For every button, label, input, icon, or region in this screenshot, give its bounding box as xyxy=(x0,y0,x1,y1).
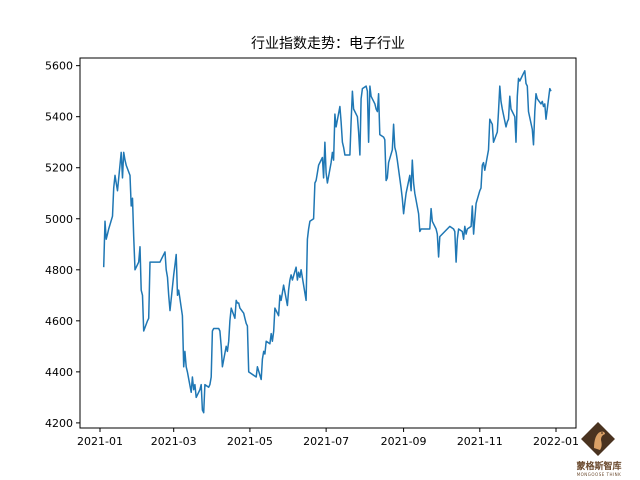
data-line-electronics-index xyxy=(102,70,552,414)
watermark-name-cn: 蒙格斯智库 xyxy=(576,460,621,472)
plot-area xyxy=(79,57,577,429)
x-tick-label: 2022-01 xyxy=(533,435,579,448)
y-tick-label: 4800 xyxy=(45,264,73,277)
y-tick-label: 4200 xyxy=(45,417,73,430)
watermark-logo: 蒙格斯智库 MONGOOSE THINK xyxy=(576,422,622,477)
x-tick-label: 2021-01 xyxy=(77,435,123,448)
y-tick-label: 4400 xyxy=(45,366,73,379)
x-tick-label: 2021-03 xyxy=(151,435,197,448)
x-tick-label: 2021-05 xyxy=(227,435,273,448)
y-tick-label: 5400 xyxy=(45,111,73,124)
y-tick-label: 4600 xyxy=(45,315,73,328)
mongoose-diamond-logo-icon xyxy=(581,422,615,456)
y-tick-label: 5200 xyxy=(45,162,73,175)
y-tick-label: 5000 xyxy=(45,213,73,226)
x-tick-label: 2021-09 xyxy=(381,435,427,448)
x-tick-label: 2021-11 xyxy=(457,435,503,448)
x-tick-label: 2021-07 xyxy=(303,435,349,448)
x-axis: 2021-01 2021-03 2021-05 2021-07 2021-09 2021-… xyxy=(77,428,579,448)
chart-title: 行业指数走势：电子行业 xyxy=(251,36,405,52)
y-tick-label: 5600 xyxy=(45,60,73,73)
watermark-name-en: MONGOOSE THINK xyxy=(577,472,622,477)
y-axis: 4200 4400 4600 4800 5000 5200 5400 5600 xyxy=(45,60,80,430)
axes-frame xyxy=(79,57,577,429)
